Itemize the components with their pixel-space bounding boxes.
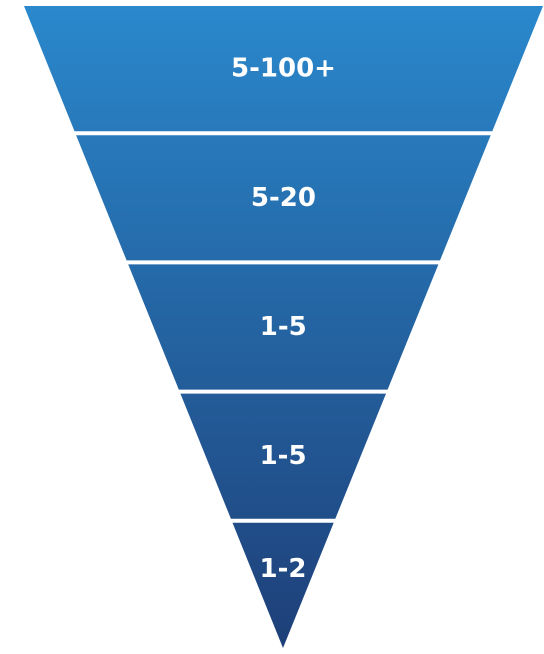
funnel-segment-1: [24, 6, 543, 132]
funnel-label-5: 1-2: [260, 554, 307, 584]
funnel-segments: [24, 6, 543, 648]
funnel-labels: 5-100+ 5-20 1-5 1-5 1-2: [231, 54, 336, 584]
funnel-label-3: 1-5: [260, 312, 307, 342]
funnel-label-2: 5-20: [251, 183, 316, 213]
funnel-segment-4: [180, 393, 386, 519]
funnel-segment-2: [76, 135, 491, 261]
funnel-segment-3: [128, 264, 439, 390]
funnel-label-1: 5-100+: [231, 54, 336, 84]
funnel-label-4: 1-5: [260, 441, 307, 471]
funnel-segment-5: [232, 522, 334, 648]
